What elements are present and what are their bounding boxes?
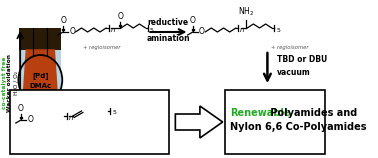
Text: Nylon 6,6 Co-Polyamides: Nylon 6,6 Co-Polyamides bbox=[230, 122, 366, 132]
Text: [Pd]: [Pd] bbox=[32, 73, 49, 79]
FancyBboxPatch shape bbox=[225, 90, 325, 154]
FancyBboxPatch shape bbox=[19, 28, 61, 50]
Text: DMAc: DMAc bbox=[29, 83, 51, 89]
Polygon shape bbox=[23, 100, 58, 108]
Polygon shape bbox=[175, 106, 223, 138]
Ellipse shape bbox=[29, 124, 45, 136]
Polygon shape bbox=[23, 106, 58, 128]
Text: n: n bbox=[110, 27, 115, 33]
Text: + regioisomer: + regioisomer bbox=[83, 45, 121, 50]
Text: Wacker oxidation: Wacker oxidation bbox=[7, 54, 12, 112]
Text: Renewable: Renewable bbox=[230, 108, 290, 118]
Text: H₂O / O₂: H₂O / O₂ bbox=[13, 71, 18, 95]
Text: 5: 5 bbox=[276, 27, 280, 33]
Text: + regioisomer: + regioisomer bbox=[271, 45, 308, 50]
Text: amination: amination bbox=[147, 34, 190, 43]
Polygon shape bbox=[23, 50, 58, 103]
Text: O: O bbox=[27, 115, 33, 125]
Text: 5: 5 bbox=[112, 110, 116, 115]
Text: O: O bbox=[18, 104, 24, 113]
FancyBboxPatch shape bbox=[19, 28, 61, 146]
FancyBboxPatch shape bbox=[10, 90, 169, 154]
Text: O: O bbox=[69, 27, 75, 36]
Text: O: O bbox=[60, 16, 66, 25]
Text: n: n bbox=[240, 27, 245, 33]
Text: O: O bbox=[190, 16, 196, 25]
Text: NH$_2$: NH$_2$ bbox=[238, 6, 254, 18]
Text: n: n bbox=[68, 115, 73, 121]
Text: 5: 5 bbox=[150, 27, 154, 33]
Text: co-catalyst free: co-catalyst free bbox=[2, 57, 7, 109]
Text: Polyamides and: Polyamides and bbox=[267, 108, 358, 118]
Text: O: O bbox=[117, 12, 123, 21]
Text: reductive: reductive bbox=[148, 18, 189, 27]
Text: TBD or DBU
vacuum: TBD or DBU vacuum bbox=[277, 55, 327, 77]
Text: O: O bbox=[199, 27, 205, 36]
